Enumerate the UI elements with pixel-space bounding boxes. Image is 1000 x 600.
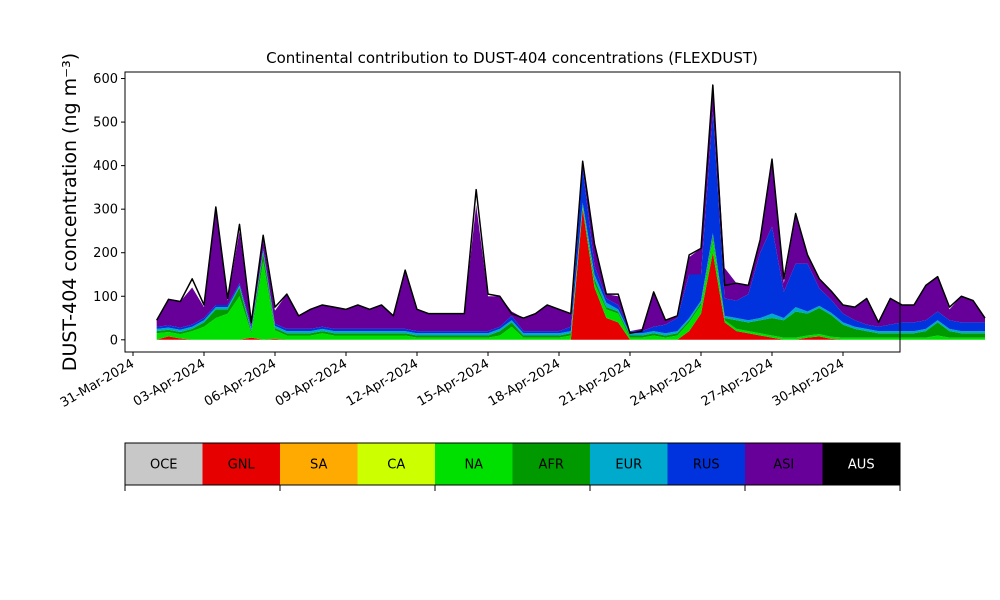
legend-label-ca: CA — [387, 458, 405, 473]
x-tick-label: 15-Apr-2024 — [415, 356, 492, 409]
legend-label-gnl: GNL — [228, 458, 256, 473]
x-tick-label: 09-Apr-2024 — [273, 356, 350, 409]
total-line — [156, 84, 986, 335]
x-tick-label: 12-Apr-2024 — [344, 356, 421, 409]
plot-series-layer — [156, 84, 986, 340]
x-tick-label: 27-Apr-2024 — [699, 356, 776, 409]
y-tick-label: 600 — [93, 72, 118, 87]
legend-swatch-asi — [745, 443, 823, 485]
series-area-asi — [156, 85, 985, 332]
legend-label-asi: ASI — [773, 458, 794, 473]
y-tick-label: 100 — [93, 290, 118, 305]
y-tick-label: 300 — [93, 203, 118, 218]
x-tick-label: 24-Apr-2024 — [628, 356, 705, 409]
legend-label-rus: RUS — [693, 458, 720, 473]
y-tick-label: 500 — [93, 116, 118, 131]
series-area-na — [156, 206, 985, 340]
legend-swatch-sa — [280, 443, 358, 485]
y-axis-label: DUST-404 concentration (ng m⁻³) — [59, 53, 81, 371]
legend-swatch-rus — [667, 443, 745, 485]
legend-swatch-ca — [357, 443, 435, 485]
legend-swatch-eur — [590, 443, 668, 485]
y-tick-label: 400 — [93, 159, 118, 174]
series-area-rus — [156, 111, 985, 334]
legend-swatch-aus — [822, 443, 900, 485]
x-tick-label: 21-Apr-2024 — [557, 356, 634, 409]
legend-colorbar: OCE GNL SA CA NA AFR EUR RUS ASI AUS — [124, 442, 901, 491]
legend-label-na: NA — [464, 458, 483, 473]
x-tick-label: 03-Apr-2024 — [131, 356, 208, 409]
x-tick-label: 18-Apr-2024 — [486, 356, 563, 409]
plot-frame — [124, 71, 901, 353]
legend-swatch-afr — [512, 443, 590, 485]
legend-label-sa: SA — [310, 458, 327, 473]
chart-title: Continental contribution to DUST-404 con… — [266, 49, 758, 67]
legend-swatch-na — [435, 443, 513, 485]
legend-label-afr: AFR — [539, 458, 564, 473]
legend-label-eur: EUR — [615, 458, 642, 473]
legend-label-oce: OCE — [150, 458, 178, 473]
x-tick-label: 30-Apr-2024 — [770, 356, 847, 409]
y-tick-label: 200 — [93, 246, 118, 261]
legend-frame — [124, 442, 901, 486]
y-tick-label: 0 — [110, 333, 118, 348]
x-tick-label: 06-Apr-2024 — [202, 356, 279, 409]
legend-label-aus: AUS — [848, 458, 875, 473]
legend-swatch-gnl — [202, 443, 280, 485]
legend-swatch-oce — [125, 443, 203, 485]
